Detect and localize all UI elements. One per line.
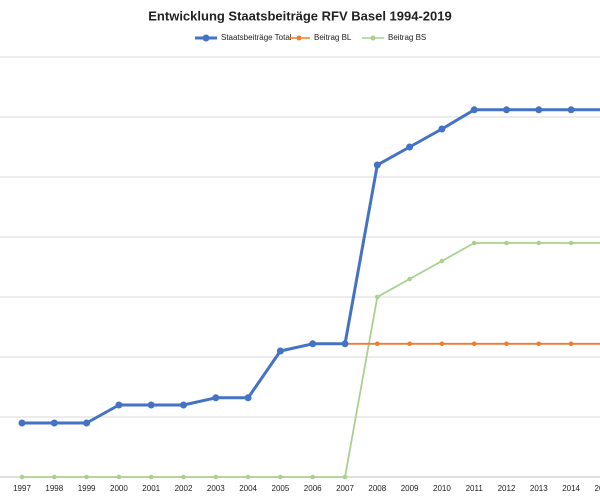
data-point bbox=[52, 474, 57, 480]
data-point bbox=[83, 419, 91, 427]
data-point bbox=[439, 341, 445, 347]
data-point bbox=[406, 143, 414, 151]
data-point bbox=[309, 340, 317, 348]
data-point bbox=[342, 474, 348, 480]
x-tick-label: 2010 bbox=[433, 484, 451, 493]
data-point bbox=[535, 106, 543, 114]
data-point bbox=[470, 106, 478, 114]
data-point bbox=[245, 474, 251, 480]
data-point bbox=[50, 419, 58, 427]
legend-label: Beitrag BL bbox=[314, 33, 352, 42]
data-point bbox=[181, 474, 186, 480]
data-point bbox=[373, 161, 381, 169]
data-point bbox=[116, 474, 122, 480]
data-point bbox=[115, 401, 123, 409]
data-point bbox=[504, 240, 509, 246]
data-point bbox=[147, 401, 155, 409]
x-tick-label: 2011 bbox=[466, 484, 484, 493]
x-tick-label: 1999 bbox=[78, 484, 96, 493]
x-tick-label: 2003 bbox=[207, 484, 225, 493]
data-point bbox=[568, 240, 574, 246]
data-point bbox=[180, 401, 187, 409]
data-point bbox=[375, 341, 380, 347]
x-tick-label: 2000 bbox=[110, 484, 128, 493]
x-tick-label: 2015 bbox=[595, 484, 600, 493]
data-point bbox=[504, 341, 509, 347]
x-tick-label: 2014 bbox=[562, 484, 580, 493]
data-point bbox=[18, 419, 26, 427]
data-point bbox=[438, 125, 446, 133]
data-point bbox=[471, 341, 477, 347]
data-point bbox=[19, 474, 25, 480]
legend-marker bbox=[370, 35, 376, 41]
x-tick-label: 2001 bbox=[142, 484, 160, 493]
x-tick-label: 2002 bbox=[175, 484, 193, 493]
legend-marker bbox=[202, 34, 210, 42]
data-point bbox=[439, 258, 445, 264]
series-line bbox=[22, 108, 600, 425]
series-line bbox=[22, 242, 600, 478]
x-tick-label: 2008 bbox=[368, 484, 386, 493]
data-point bbox=[212, 394, 220, 402]
data-point bbox=[84, 474, 89, 480]
x-tick-label: 1997 bbox=[13, 484, 31, 493]
x-tick-label: 2005 bbox=[272, 484, 290, 493]
x-tick-label: 2004 bbox=[239, 484, 257, 493]
legend-label: Staatsbeiträge Total bbox=[221, 33, 292, 42]
data-point bbox=[407, 341, 412, 347]
x-tick-label: 2013 bbox=[530, 484, 548, 493]
x-tick-label: 1998 bbox=[45, 484, 63, 493]
chart-title: Entwicklung Staatsbeiträge RFV Basel 199… bbox=[148, 8, 451, 23]
data-point bbox=[310, 474, 316, 480]
data-point bbox=[407, 276, 412, 282]
data-point bbox=[244, 394, 252, 402]
data-point bbox=[276, 347, 284, 355]
x-tick-label: 2006 bbox=[304, 484, 322, 493]
data-point bbox=[567, 106, 575, 114]
data-point bbox=[278, 474, 283, 480]
legend-marker bbox=[296, 35, 302, 41]
x-tick-label: 2007 bbox=[336, 484, 354, 493]
data-point bbox=[536, 240, 542, 246]
x-tick-label: 2012 bbox=[498, 484, 516, 493]
data-point bbox=[471, 240, 477, 246]
data-point bbox=[341, 340, 349, 348]
data-point bbox=[148, 474, 154, 480]
data-point bbox=[375, 294, 380, 300]
legend-label: Beitrag BS bbox=[388, 33, 426, 42]
x-tick-label: 2009 bbox=[401, 484, 419, 493]
data-point bbox=[503, 106, 510, 114]
data-point bbox=[536, 341, 542, 347]
data-point bbox=[568, 341, 574, 347]
data-point bbox=[213, 474, 219, 480]
